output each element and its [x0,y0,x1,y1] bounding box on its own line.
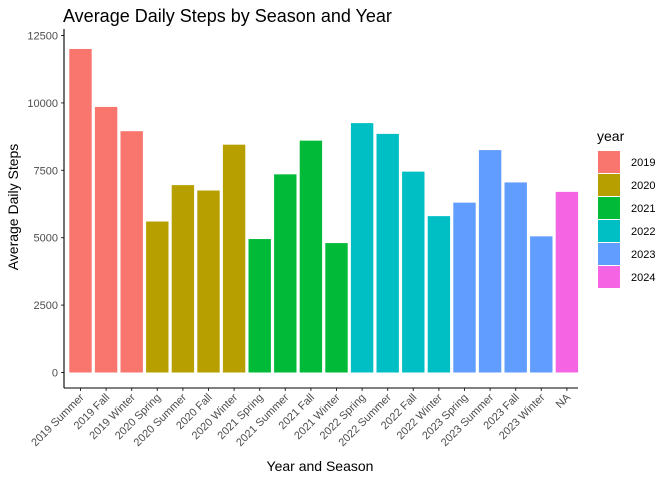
bar-2023-winter [530,236,553,373]
y-tick-label: 2500 [34,300,58,312]
legend-label-2020: 2020 [631,180,655,192]
y-tick-label: 7500 [34,165,58,177]
y-tick-label: 10000 [27,98,58,110]
bar-2020-summer [171,185,195,373]
bar-2021-summer [274,174,297,373]
legend: 2019 2020 2021 2022 2023 2024 [598,151,655,288]
legend-label-2019: 2019 [631,157,655,169]
bar-2020-spring [146,221,169,373]
legend-key-2024 [598,266,620,288]
bar-2019-summer [69,48,92,373]
x-tick-label: NA [554,391,574,411]
bar-2019-fall [94,106,118,373]
y-ticks: 0 2500 5000 7500 10000 12500 [27,31,64,380]
bars-group [69,48,579,373]
legend-label-2022: 2022 [631,226,655,238]
legend-key-2020 [598,174,620,196]
bar-2022-summer [376,133,399,373]
bar-2022-fall [402,171,425,373]
legend-title: year [597,128,625,144]
bar-2020-winter [222,144,246,373]
y-tick-label: 12500 [27,31,58,43]
bar-2023-fall [504,182,527,373]
bar-2023-summer [478,150,502,373]
bar-2023-spring [453,202,476,373]
legend-label-2024: 2024 [631,272,655,284]
legend-key-2022 [598,220,620,242]
bar-2022-winter [427,216,451,373]
bar-na [555,191,579,373]
x-axis-title: Year and Season [267,458,374,474]
legend-label-2023: 2023 [631,249,655,261]
y-axis-title: Average Daily Steps [5,144,21,271]
bar-2019-winter [120,131,143,373]
legend-key-2023 [598,243,620,265]
legend-key-2021 [598,197,620,219]
bar-2020-fall [197,190,220,373]
chart-title: Average Daily Steps by Season and Year [63,6,392,26]
bar-2021-winter [325,243,348,373]
bar-2021-fall [299,140,323,373]
legend-label-2021: 2021 [631,203,655,215]
y-tick-label: 0 [52,368,58,380]
legend-key-2019 [598,151,620,173]
y-tick-label: 5000 [34,233,58,245]
bar-2022-spring [350,123,374,373]
bar-2021-spring [248,239,271,373]
